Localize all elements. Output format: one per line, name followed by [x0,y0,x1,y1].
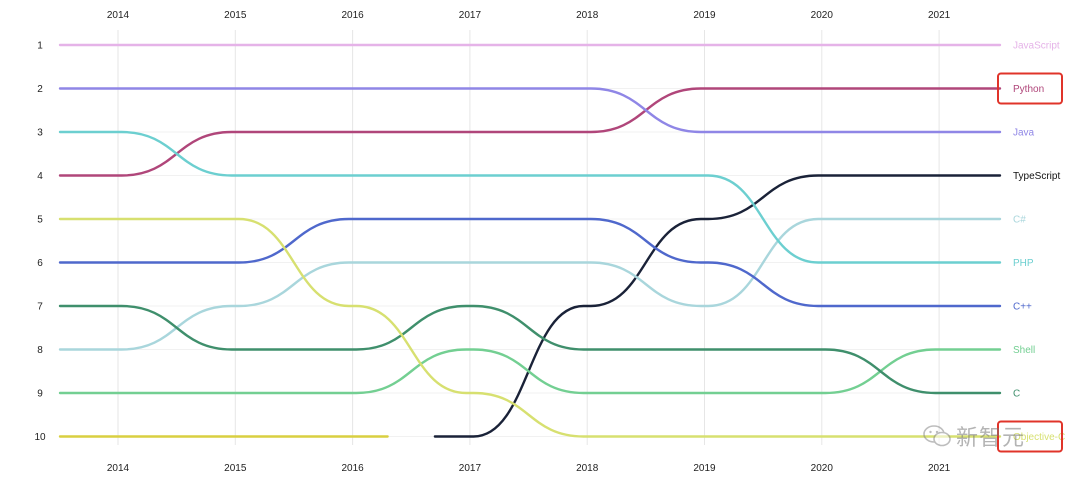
series-label-typescript: TypeScript [1013,171,1060,182]
series-label-c: C [1013,389,1020,400]
y-tick-rank-8: 8 [37,345,43,356]
x-axis-top: 2014 2015 2016 2017 2018 2019 2020 2021 [107,10,951,21]
series-line-c- [58,217,1002,308]
x-tick-bottom-2021: 2021 [928,463,951,474]
x-tick-top-2019: 2019 [693,10,716,21]
watermark-text: 新智元 [956,426,1026,451]
x-tick-bottom-2016: 2016 [341,463,364,474]
x-tick-top-2016: 2016 [341,10,364,21]
series-line-php [58,130,1002,264]
watermark: 新智元 [922,420,1025,452]
series-line-shell [58,348,1002,395]
x-tick-top-2020: 2020 [811,10,834,21]
wechat-icon [923,425,951,447]
y-tick-rank-6: 6 [37,258,43,269]
series-line-python [58,87,1002,177]
gridlines [60,30,1000,445]
series-label-c-: C++ [1013,302,1032,313]
x-tick-bottom-2014: 2014 [107,463,130,474]
y-tick-rank-7: 7 [37,302,43,313]
y-tick-rank-10: 10 [34,432,46,443]
series-lines [58,43,1002,438]
x-tick-bottom-2015: 2015 [224,463,247,474]
y-axis-ranks: 1 2 3 4 5 6 7 8 9 10 [34,41,46,444]
y-tick-rank-1: 1 [37,41,43,52]
series-label-c-: C# [1013,215,1026,226]
x-tick-bottom-2018: 2018 [576,463,599,474]
series-line-objective-c [58,217,1002,438]
y-tick-rank-3: 3 [37,128,43,139]
y-tick-rank-4: 4 [37,171,43,182]
series-label-objective-c: Objective-C [1013,432,1065,443]
series-line-java [58,87,1002,134]
series-label-python: Python [1013,84,1044,95]
x-tick-bottom-2020: 2020 [811,463,834,474]
y-tick-rank-5: 5 [37,215,43,226]
series-label-javascript: JavaScript [1013,41,1060,52]
x-tick-top-2014: 2014 [107,10,130,21]
y-tick-rank-9: 9 [37,389,43,400]
highlight-box-python [997,72,1063,105]
x-tick-bottom-2017: 2017 [459,463,482,474]
x-tick-bottom-2019: 2019 [693,463,716,474]
series-line-typescript [433,174,1002,438]
series-label-shell: Shell [1013,345,1035,356]
series-label-java: Java [1013,128,1035,139]
series-labels: JavaScript Python Java TypeScript C# PHP C++ Sh… [997,41,1065,453]
x-tick-top-2017: 2017 [459,10,482,21]
x-axis-bottom: 2014 2015 2016 2017 2018 2019 2020 2021 [107,463,951,474]
x-tick-top-2021: 2021 [928,10,951,21]
x-tick-top-2015: 2015 [224,10,247,21]
y-tick-rank-2: 2 [37,84,43,95]
x-tick-top-2018: 2018 [576,10,599,21]
series-label-php: PHP [1013,258,1034,269]
series-line-c [58,304,1002,395]
highlight-box-objective-c [997,420,1063,453]
